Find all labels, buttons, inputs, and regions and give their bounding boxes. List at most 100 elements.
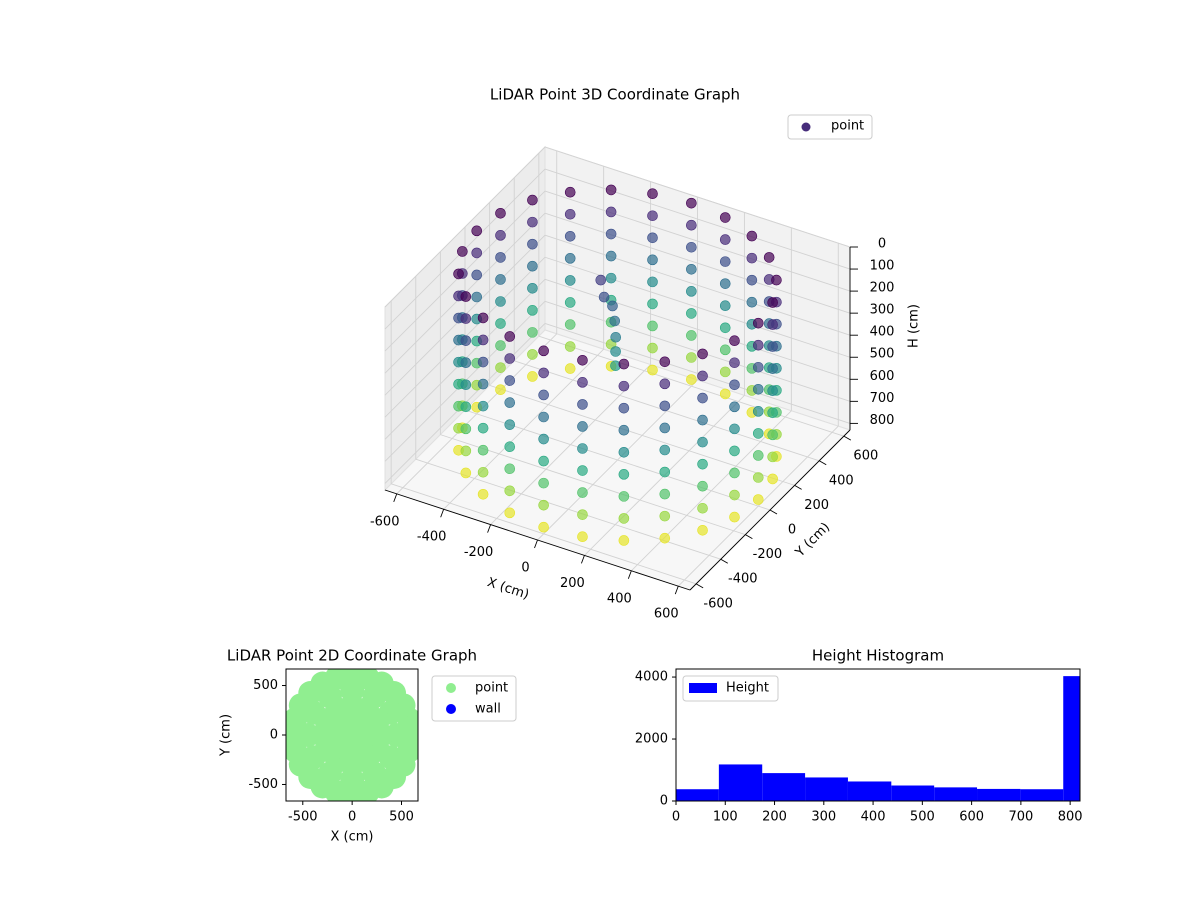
legend-marker: [801, 122, 811, 132]
point: [564, 275, 576, 286]
y-tick-label: 200: [804, 498, 829, 513]
y-tick: [819, 460, 827, 466]
point: [577, 509, 588, 520]
x-axis-line: [384, 489, 691, 591]
point: [618, 446, 630, 458]
point: [564, 319, 576, 330]
point: [577, 487, 588, 498]
point: [729, 335, 740, 346]
point: [577, 421, 588, 432]
point: [564, 341, 576, 352]
point: [647, 232, 658, 244]
point: [495, 230, 506, 241]
point: [527, 282, 538, 294]
point: [564, 230, 576, 242]
point: [477, 334, 489, 346]
legend-label: point: [831, 119, 864, 134]
bar: [1063, 676, 1080, 801]
bar: [847, 781, 892, 801]
x-tick: [534, 539, 538, 549]
point: [471, 269, 483, 281]
point: [697, 502, 708, 514]
point: [729, 357, 740, 369]
point: [564, 253, 576, 264]
x-tick-label: 600: [654, 607, 679, 622]
point: [607, 300, 618, 312]
point: [477, 356, 489, 368]
point: [605, 184, 617, 196]
grid-line: [464, 409, 771, 511]
bar: [676, 789, 719, 801]
x-tick: [674, 585, 679, 595]
point: [605, 272, 617, 284]
point: [697, 414, 708, 426]
bar: [934, 787, 978, 801]
point: [686, 241, 697, 253]
z-tick-label: 600: [870, 369, 895, 384]
point: [460, 401, 472, 413]
point: [460, 467, 472, 479]
point: [495, 362, 506, 373]
legend-label: wall: [475, 702, 501, 717]
z-tick-label: 800: [870, 413, 895, 428]
point: [729, 489, 740, 501]
z-tick-label: 400: [870, 325, 895, 340]
point: [527, 305, 538, 316]
point: [659, 422, 671, 434]
point: [659, 466, 671, 478]
point: [538, 477, 549, 489]
point: [659, 400, 671, 412]
point: [504, 397, 516, 408]
y-axis-label: Y (cm): [792, 520, 833, 561]
point: [605, 206, 617, 218]
point: [504, 485, 516, 497]
point: [746, 296, 758, 308]
point: [477, 422, 489, 434]
point: [504, 507, 516, 519]
point: [460, 445, 472, 457]
point: [659, 532, 671, 544]
grid-line: [391, 483, 697, 585]
grid-line: [440, 434, 746, 536]
point: [618, 402, 630, 414]
point: [618, 513, 630, 524]
point: [527, 216, 538, 228]
point: [471, 247, 483, 259]
point: [767, 363, 778, 374]
z-tick-label: 300: [870, 303, 895, 318]
grid-line: [544, 212, 851, 314]
point: [504, 419, 516, 430]
point: [767, 429, 778, 441]
y-tick: [794, 484, 802, 490]
x-tick-label: 500: [910, 810, 935, 825]
y-axis-label: Y (cm): [219, 714, 234, 757]
point: [686, 286, 697, 297]
grid-line: [489, 384, 795, 486]
point: [538, 455, 549, 467]
point: [527, 194, 538, 206]
legend-box: [787, 114, 873, 140]
z-tick-label: 200: [870, 281, 895, 296]
point: [746, 252, 758, 264]
point: [686, 219, 697, 231]
point: [618, 535, 630, 546]
point: [752, 383, 764, 395]
point: [577, 399, 588, 410]
point: [564, 208, 576, 220]
bar: [1020, 789, 1064, 801]
grid-line: [544, 256, 851, 358]
point: [686, 374, 697, 385]
point: [719, 322, 731, 334]
grid-line: [544, 278, 851, 380]
point: [605, 250, 617, 262]
grid-line: [544, 234, 851, 336]
point: [477, 400, 489, 412]
chart-title: LiDAR Point 3D Coordinate Graph: [490, 86, 740, 104]
point: [647, 320, 658, 332]
point: [471, 291, 483, 303]
point: [697, 458, 708, 470]
bar: [762, 773, 806, 801]
x-tick-label: 700: [1008, 810, 1033, 825]
point: [729, 445, 740, 457]
